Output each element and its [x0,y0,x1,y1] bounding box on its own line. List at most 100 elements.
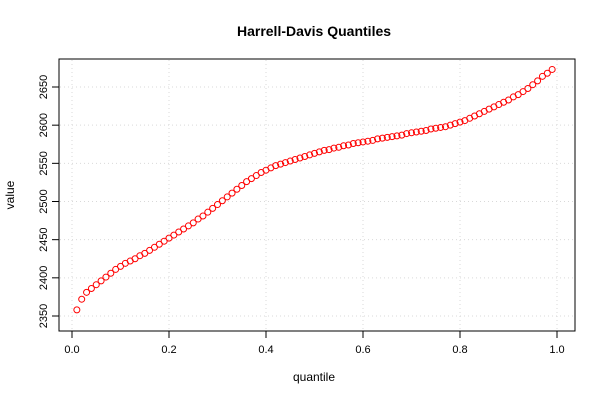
data-point [78,295,86,303]
data-point [199,212,207,220]
data-point [150,243,158,251]
data-point [315,148,323,156]
x-axis-label: quantile [293,370,335,384]
data-point [335,143,343,151]
data-point [354,139,362,147]
data-point [286,157,294,165]
x-tick-label: 0.8 [452,344,467,356]
data-point [141,249,149,257]
data-point [505,96,512,104]
data-point [422,127,430,135]
data-point [417,127,425,135]
data-point [383,133,391,141]
data-point [451,120,459,128]
y-tick-label: 2600 [38,113,50,137]
x-tick-label: 0.6 [355,344,370,356]
data-point [432,124,440,132]
data-point [223,193,231,201]
data-point [403,130,411,138]
data-point [97,277,105,285]
data-point [247,175,255,183]
data-point [340,142,348,150]
data-point [378,134,386,142]
y-tick-label: 2400 [38,266,50,290]
data-point [519,88,527,96]
data-point [184,222,192,230]
x-tick-label: 0.2 [161,344,176,356]
data-point [427,125,435,133]
data-point [374,135,382,143]
data-point [146,246,154,254]
data-point [538,72,546,80]
data-point [180,225,188,233]
plot-frame [58,58,576,332]
data-point [252,172,260,180]
data-point [359,138,367,146]
x-tick-label: 0.4 [258,344,273,356]
data-point [87,285,95,293]
y-tick-label: 2500 [38,189,50,213]
data-point [301,152,309,160]
data-point [160,237,168,245]
data-point [534,77,542,85]
data-point [73,306,81,314]
y-tick-label: 2550 [38,151,50,175]
data-point [548,65,556,73]
y-axis-label: value [3,180,17,209]
data-point [83,288,91,296]
data-point [233,185,241,193]
grid-lines [60,60,574,330]
data-point [446,121,454,129]
data-point [243,178,251,186]
data-point [189,219,197,227]
y-axis: 2350 2400 2450 2500 2550 2600 2650 [38,75,60,328]
data-point [320,146,328,154]
data-point [296,154,304,162]
data-point [330,144,338,152]
data-point [349,139,357,147]
data-point [238,181,246,189]
chart-title: Harrell-Davis Quantiles [237,23,391,39]
data-point [204,208,212,216]
data-point [524,85,532,93]
data-point [529,81,537,89]
y-tick-label: 2450 [38,227,50,251]
data-point [369,136,377,144]
data-point [364,137,372,145]
data-point [165,234,173,242]
data-point [117,262,124,270]
x-axis: 0.0 0.2 0.4 0.6 0.8 1.0 [64,330,565,356]
data-point [325,146,333,154]
data-point [393,132,401,140]
data-point [277,160,285,168]
x-tick-label: 0.0 [64,344,79,356]
data-point [155,240,163,248]
data-points [73,65,556,314]
data-point [209,204,217,212]
data-point [214,201,221,209]
data-point [281,159,289,167]
data-point [102,273,110,281]
data-point [170,231,178,239]
data-point [441,123,449,131]
data-point [218,197,226,205]
data-point [388,133,396,141]
data-point [92,281,100,289]
data-point [175,228,183,236]
data-point [291,156,299,164]
data-point [272,162,280,170]
data-point [412,128,420,136]
y-tick-label: 2650 [38,75,50,99]
data-point [228,189,236,197]
data-point [344,141,352,149]
data-point [306,151,314,159]
data-point [437,123,445,131]
data-point [514,91,522,99]
x-tick-label: 1.0 [549,344,564,356]
data-point [456,118,464,126]
data-point [194,215,202,223]
data-point [408,129,415,137]
data-point [311,149,318,157]
data-point [543,69,551,77]
